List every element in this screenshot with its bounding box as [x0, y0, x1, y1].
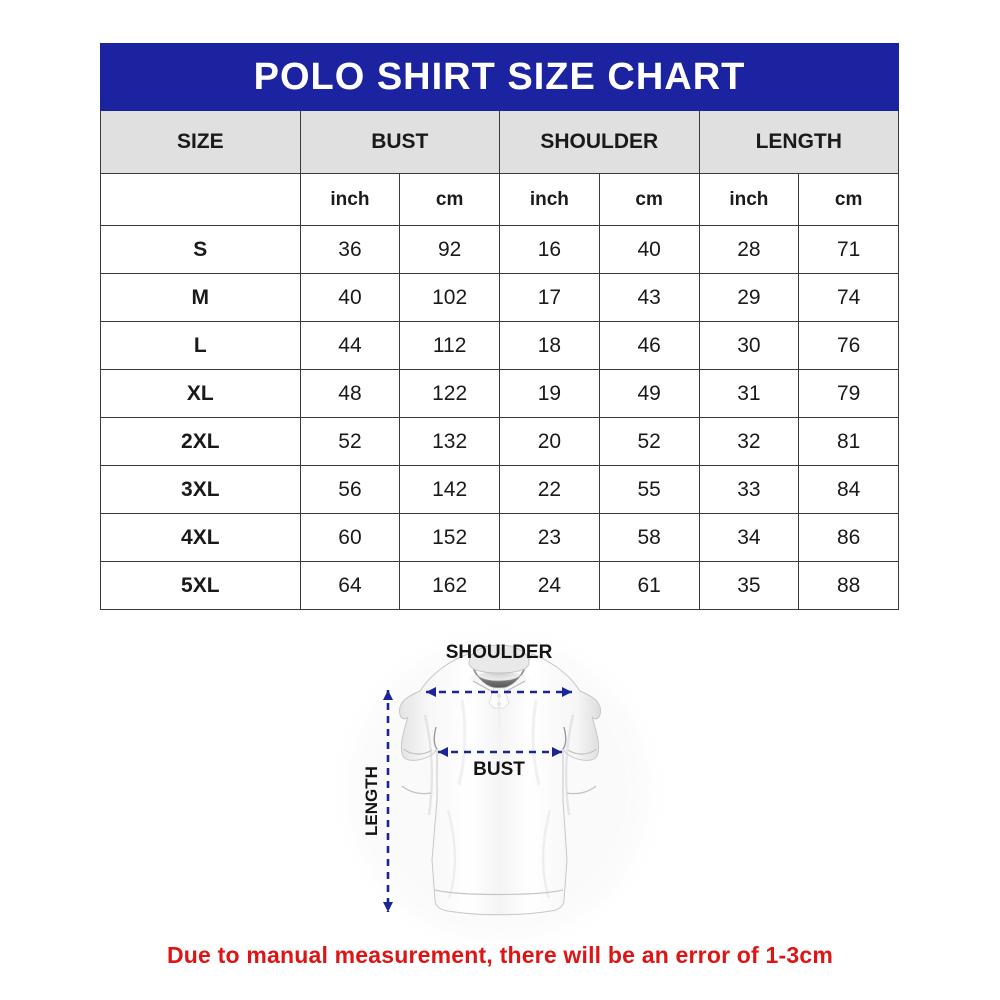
svg-text:SHOULDER: SHOULDER [446, 642, 553, 663]
svg-text:LENGTH: LENGTH [362, 766, 381, 836]
svg-text:BUST: BUST [473, 759, 525, 780]
